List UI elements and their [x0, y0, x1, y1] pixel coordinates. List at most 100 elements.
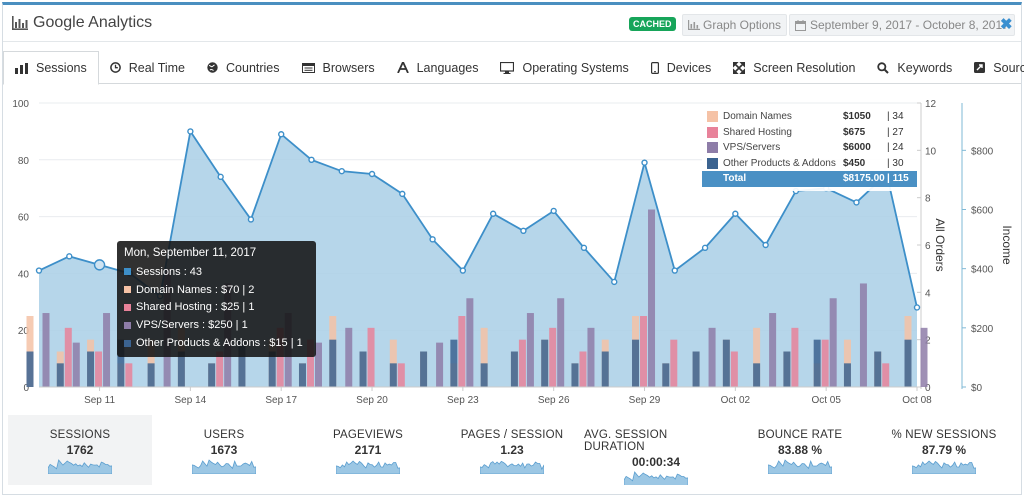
income-bar-shared-hosting — [216, 351, 224, 387]
legend-amount: $450 — [843, 157, 866, 169]
legend-swatch — [707, 173, 718, 184]
left-axis-tick-label: 20 — [18, 326, 30, 337]
sessions-line — [38, 129, 918, 308]
tab-source[interactable]: Source — [963, 51, 1024, 84]
sessions-point — [732, 210, 739, 217]
income-bar-other-products-addons — [843, 363, 851, 387]
stat-pageviews[interactable]: PAGEVIEWS 2171 — [296, 415, 440, 485]
tab-keywords[interactable]: Keywords — [866, 51, 963, 84]
stat-users[interactable]: USERS 1673 — [152, 415, 296, 485]
income-bar-shared-hosting — [397, 363, 405, 387]
tooltip-swatch — [124, 339, 131, 347]
income-bar-other-products-addons — [147, 363, 155, 387]
tab-real-time[interactable]: Real Time — [99, 51, 196, 84]
income-bar-other-products-addons — [874, 351, 882, 387]
income-bar-other-products-addons — [541, 339, 549, 387]
tab-label: Sessions — [36, 61, 87, 75]
income-bar-other-products-addons — [389, 363, 397, 387]
tab-label: Source — [993, 60, 1024, 75]
stat-bounce-rate[interactable]: BOUNCE RATE 83.88 % — [728, 415, 872, 485]
income-bar-other-products-addons — [87, 351, 95, 387]
stat-label: AVG. SESSION DURATION — [584, 429, 668, 453]
income-bar-vps-servers — [436, 342, 444, 387]
income-bar-vps-servers — [42, 313, 50, 387]
tooltip-text: Domain Names : $70 | 2 — [136, 283, 255, 296]
stat-label: PAGEVIEWS — [333, 429, 403, 441]
income-bar-shared-hosting — [125, 363, 133, 387]
legend-total-amount: $8175.00 — [843, 173, 885, 185]
legend-count: | 27 — [887, 126, 904, 138]
tooltip-row: Sessions : 43 — [124, 263, 309, 281]
monitor-icon — [500, 61, 515, 74]
income-bar-other-products-addons — [480, 363, 488, 387]
sessions-point — [368, 170, 376, 178]
stat-value: 00:00:34 — [631, 455, 681, 469]
close-icon[interactable]: ✖ — [1000, 16, 1013, 33]
tab-devices[interactable]: Devices — [640, 51, 722, 84]
income-bar-shared-hosting — [276, 327, 284, 387]
x-axis-tick-label: Sep 26 — [538, 395, 570, 406]
sparkline-area — [48, 459, 112, 474]
tooltip-swatch — [124, 286, 131, 294]
sessions-point — [459, 267, 467, 274]
tab-sessions[interactable]: Sessions — [3, 51, 99, 85]
income-bar-shared-hosting — [821, 339, 829, 387]
left-axis-tick-label: 100 — [12, 99, 29, 110]
income-bar-other-products-addons — [26, 351, 34, 387]
stat-value: 1673 — [210, 443, 238, 457]
calendar-icon — [795, 19, 806, 31]
sessions-point — [853, 199, 860, 206]
x-axis-tick-label: Sep 29 — [629, 395, 661, 406]
stat-sessions[interactable]: SESSIONS 1762 — [8, 415, 152, 485]
income-bar-other-products-addons — [450, 339, 458, 387]
stat-new-sessions[interactable]: % NEW SESSIONS 87.79 % — [872, 415, 1016, 485]
sparkline — [336, 460, 400, 474]
stat-avg-session-duration[interactable]: AVG. SESSION DURATION 00:00:34 — [584, 415, 728, 485]
date-range-label: September 9, 2017 - October 8, 2017 — [810, 18, 1009, 32]
date-range-button[interactable]: September 9, 2017 - October 8, 2017 — [789, 14, 1015, 36]
orders-axis-tick-label: 2 — [925, 336, 931, 347]
tab-screen-resolution[interactable]: Screen Resolution — [722, 51, 866, 84]
income-bar-vps-servers — [72, 342, 80, 387]
income-bar-other-products-addons — [359, 351, 367, 387]
tab-bar: Sessions Real Time Countries Browsers La… — [3, 51, 1024, 85]
tooltip-row: Domain Names : $70 | 2 — [124, 281, 309, 299]
sparkline-area — [768, 459, 832, 474]
title-text: Google Analytics — [33, 14, 153, 31]
tooltip-text: Shared Hosting : $25 | 1 — [136, 301, 255, 314]
clock-icon — [109, 62, 121, 73]
income-bar-shared-hosting — [549, 327, 557, 387]
tab-browsers[interactable]: Browsers — [291, 51, 386, 84]
income-bar-other-products-addons — [420, 351, 428, 387]
tab-label: Real Time — [128, 60, 186, 75]
sessions-point — [66, 253, 73, 260]
tab-label: Operating Systems — [522, 60, 629, 75]
sessions-point — [913, 304, 921, 311]
sparkline-area — [912, 460, 976, 474]
income-bar-shared-hosting — [367, 327, 375, 387]
orders-axis-tick-label: 10 — [925, 146, 937, 157]
orders-axis-label: All Orders — [933, 218, 947, 271]
tooltip-row: VPS/Servers : $250 | 1 — [124, 316, 309, 334]
tab-countries[interactable]: Countries — [196, 51, 291, 84]
tab-label: Languages — [416, 60, 479, 75]
stat-pages-per-session[interactable]: PAGES / SESSION 1.23 — [440, 415, 584, 485]
sessions-point — [308, 156, 315, 164]
income-bar-other-products-addons — [632, 339, 640, 387]
tab-languages[interactable]: Languages — [386, 51, 490, 84]
income-bar-vps-servers — [920, 327, 928, 387]
legend-amount: $6000 — [843, 142, 871, 154]
legend-count: | 30 — [887, 157, 904, 169]
income-legend: Domain Names $1050 | 34 Shared Hosting $675… — [702, 109, 917, 191]
income-bar-other-products-addons — [117, 339, 125, 387]
x-axis-tick-label: Oct 05 — [811, 395, 841, 406]
legend-swatch — [707, 111, 718, 123]
x-axis-tick-label: Sep 11 — [84, 395, 115, 406]
income-bar-vps-servers — [103, 313, 111, 387]
graph-options-button[interactable]: Graph Options — [682, 14, 788, 36]
x-axis-tick-label: Sep 20 — [356, 395, 388, 406]
sessions-point — [93, 259, 106, 271]
tab-operating-systems[interactable]: Operating Systems — [489, 51, 639, 84]
income-bar-other-products-addons — [56, 363, 64, 387]
income-bar-other-products-addons — [601, 351, 609, 387]
